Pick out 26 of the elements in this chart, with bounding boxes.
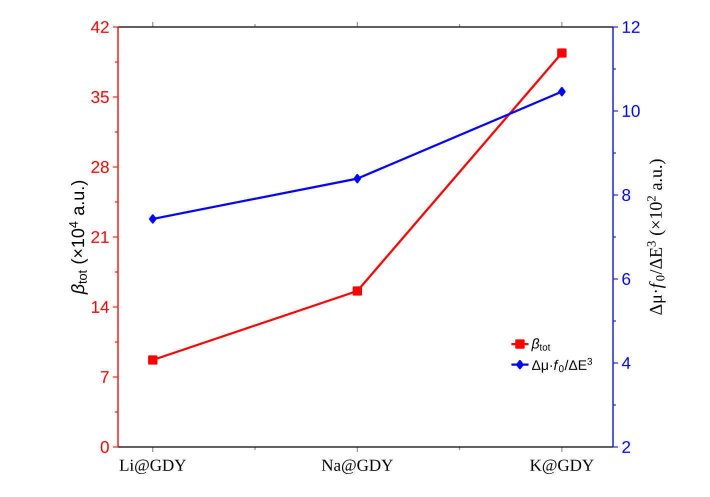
y-tick-label: 0: [100, 441, 109, 453]
x-tick-label: K@GDY: [530, 460, 594, 474]
point: [148, 355, 158, 365]
legend-label: Δμ·f$_{0}$/ΔE$^{3}$: [532, 358, 592, 373]
y-tick-label: 21: [92, 231, 109, 243]
y-tick-label: 35: [91, 91, 109, 103]
y-tick-label: 7: [100, 371, 109, 383]
y2-tick-label: 6: [622, 273, 630, 285]
y2-tick-label: 2: [622, 441, 630, 453]
point: [354, 174, 362, 184]
x-tick-label: Na@GDY: [322, 460, 393, 474]
y2-tick-label: 12: [622, 21, 640, 33]
y-tick-label: 28: [92, 161, 109, 173]
y-tick-label: 14: [92, 301, 109, 313]
point: [352, 286, 362, 296]
y-tick-label: 42: [91, 21, 109, 33]
y2-axis-title: Δμ·f$_{0}$/ΔE$^{3}$ (×10$^{2}$ a.u.): [647, 159, 666, 315]
point: [558, 86, 566, 96]
point: [557, 48, 567, 58]
y2-tick-label: 4: [622, 357, 630, 369]
point: [148, 214, 157, 224]
y2-tick-label: 8: [622, 189, 630, 201]
legend-label: β$_{tot}$: [531, 338, 550, 352]
y-axis-title: β$_{tot}$ (×10$^{4}$ a.u.): [69, 180, 88, 295]
x-tick-label: Li@GDY: [120, 460, 186, 474]
y2-tick-label: 10: [622, 105, 640, 117]
